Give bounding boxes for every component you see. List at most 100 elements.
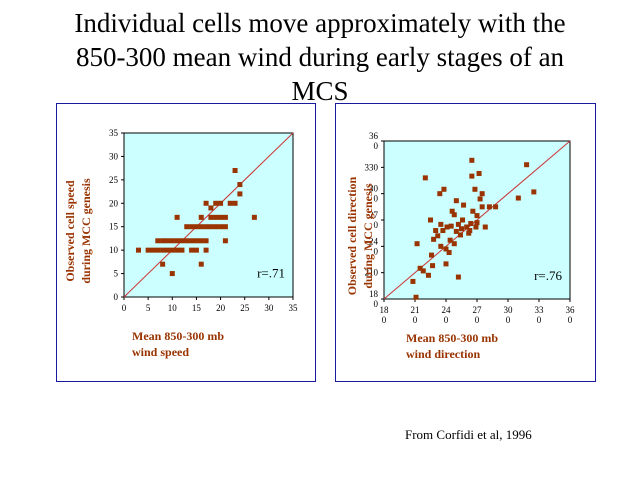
y-tick-label: 30 xyxy=(109,151,119,161)
data-point xyxy=(237,182,243,188)
data-point xyxy=(531,189,537,195)
data-point xyxy=(179,238,185,244)
data-point xyxy=(425,272,431,278)
data-point xyxy=(451,212,457,218)
data-point xyxy=(410,278,416,284)
data-point xyxy=(169,238,175,244)
data-point xyxy=(174,214,180,220)
data-point xyxy=(218,200,224,206)
y-tick-label: 35 xyxy=(109,128,119,138)
data-point xyxy=(420,268,426,274)
data-point xyxy=(237,191,243,197)
data-point xyxy=(429,252,435,258)
data-point xyxy=(193,238,199,244)
y-axis-label: Observed cell direction xyxy=(345,176,359,295)
data-point xyxy=(473,224,479,230)
data-point xyxy=(203,200,209,206)
data-point xyxy=(213,224,219,230)
y-tick-label: 18 0 xyxy=(369,289,379,309)
chart-panel-speed: 0 5 10 15 20 25 30 35 0 5 10 15 20 25 30 35 r=.71 Mean 85… xyxy=(56,103,316,382)
data-point xyxy=(451,241,457,247)
data-point xyxy=(160,261,166,267)
y-tick-label: 25 xyxy=(109,175,119,185)
data-point xyxy=(428,217,433,223)
y-tick-label: 24 0 xyxy=(369,236,379,256)
data-point xyxy=(189,238,195,244)
x-tick-label: 30 0 xyxy=(504,305,514,325)
data-point xyxy=(208,214,214,220)
data-point xyxy=(174,238,180,244)
x-tick-label: 35 xyxy=(289,303,299,313)
data-point xyxy=(218,214,224,220)
data-point xyxy=(174,247,180,253)
data-point xyxy=(472,186,478,192)
data-point xyxy=(431,236,437,242)
data-point xyxy=(486,204,492,210)
data-point xyxy=(198,261,204,267)
data-point xyxy=(457,232,463,238)
data-point xyxy=(222,224,228,230)
data-point xyxy=(453,228,459,234)
data-point xyxy=(515,195,521,201)
data-point xyxy=(438,221,444,227)
y-tick-label: 27 0 xyxy=(369,210,379,230)
data-point xyxy=(145,247,151,253)
data-point xyxy=(227,200,233,206)
x-axis-label: wind speed xyxy=(132,345,189,359)
data-point xyxy=(466,230,472,236)
data-point xyxy=(184,238,190,244)
reference-line xyxy=(383,140,571,300)
data-point xyxy=(417,265,423,271)
data-point xyxy=(218,224,224,230)
x-tick-label: 18 0 xyxy=(380,305,390,325)
data-point xyxy=(469,173,475,179)
data-point xyxy=(493,204,499,210)
data-point xyxy=(169,271,175,277)
data-point xyxy=(203,247,209,253)
data-point xyxy=(413,294,419,300)
data-point xyxy=(464,224,470,230)
data-point xyxy=(453,198,459,204)
y-axis-label: during MCC genesis xyxy=(79,178,93,284)
data-point xyxy=(447,237,453,243)
speed-scatter-chart: 0 5 10 15 20 25 30 35 0 5 10 15 20 25 30 35 r=.71 Mean 85… xyxy=(63,128,299,359)
data-point xyxy=(160,238,166,244)
data-point xyxy=(208,205,214,211)
data-point xyxy=(468,221,474,227)
data-point xyxy=(437,191,443,197)
data-point xyxy=(213,200,219,206)
data-point xyxy=(179,247,185,253)
x-tick-label: 15 xyxy=(192,303,202,313)
data-point xyxy=(193,247,199,253)
data-point xyxy=(467,228,473,234)
y-tick-label: 30 0 xyxy=(369,184,379,204)
data-point xyxy=(135,247,141,253)
data-point xyxy=(189,224,195,230)
data-point xyxy=(455,221,461,227)
data-point xyxy=(150,247,156,253)
data-point xyxy=(155,247,161,253)
y-tick-label: 15 xyxy=(109,222,119,232)
x-tick-label: 5 xyxy=(146,303,151,313)
x-axis-label: Mean 850-300 mb xyxy=(132,329,224,343)
data-point xyxy=(222,238,228,244)
x-axis-label: wind direction xyxy=(406,347,480,361)
x-tick-label: 21 0 xyxy=(411,305,420,325)
data-point xyxy=(184,224,190,230)
data-point xyxy=(189,247,195,253)
data-point xyxy=(441,186,447,192)
data-point xyxy=(222,214,228,220)
y-tick-label: 330 xyxy=(365,162,379,172)
data-point xyxy=(479,191,485,197)
data-point xyxy=(430,263,436,269)
x-tick-label: 10 xyxy=(168,303,178,313)
data-point xyxy=(446,249,452,255)
x-tick-label: 33 0 xyxy=(535,305,545,325)
data-point xyxy=(251,214,257,220)
y-tick-label: 36 0 xyxy=(369,131,379,151)
source-credit: From Corfidi et al, 1996 xyxy=(405,427,532,442)
y-axis-label: Observed cell speed xyxy=(63,180,77,282)
data-point xyxy=(460,217,466,223)
slide-title: Individual cells move approximately with… xyxy=(20,6,620,108)
data-point xyxy=(443,261,449,267)
